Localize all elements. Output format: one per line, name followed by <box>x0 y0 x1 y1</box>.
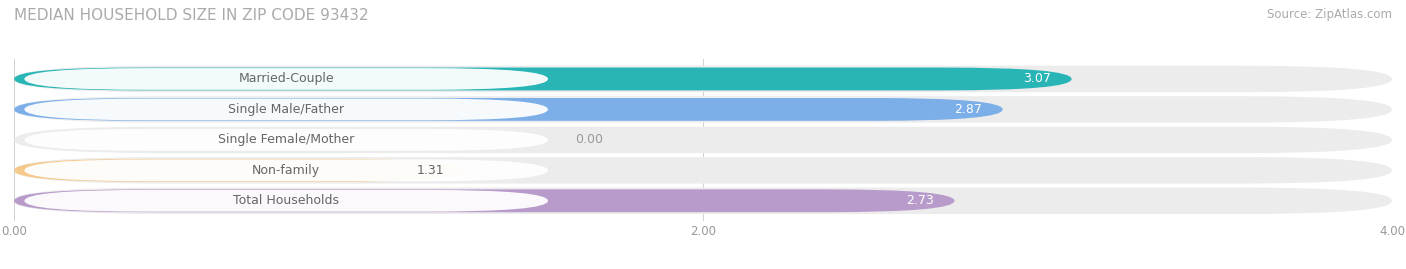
FancyBboxPatch shape <box>24 129 548 151</box>
Text: Non-family: Non-family <box>252 164 321 177</box>
FancyBboxPatch shape <box>24 68 548 90</box>
FancyBboxPatch shape <box>14 68 1071 90</box>
Text: Total Households: Total Households <box>233 194 339 207</box>
Text: Single Male/Father: Single Male/Father <box>228 103 344 116</box>
Text: 3.07: 3.07 <box>1024 72 1050 86</box>
FancyBboxPatch shape <box>24 190 548 212</box>
Text: 2.87: 2.87 <box>955 103 981 116</box>
FancyBboxPatch shape <box>14 189 955 212</box>
Text: Single Female/Mother: Single Female/Mother <box>218 133 354 146</box>
FancyBboxPatch shape <box>24 98 548 120</box>
FancyBboxPatch shape <box>14 157 1392 183</box>
FancyBboxPatch shape <box>14 187 1392 214</box>
Text: Source: ZipAtlas.com: Source: ZipAtlas.com <box>1267 8 1392 21</box>
FancyBboxPatch shape <box>14 66 1392 92</box>
Text: 1.31: 1.31 <box>418 164 444 177</box>
Text: 2.73: 2.73 <box>905 194 934 207</box>
FancyBboxPatch shape <box>14 98 1002 121</box>
FancyBboxPatch shape <box>14 159 465 182</box>
FancyBboxPatch shape <box>14 96 1392 123</box>
Text: Married-Couple: Married-Couple <box>239 72 335 86</box>
FancyBboxPatch shape <box>14 127 1392 153</box>
Text: 0.00: 0.00 <box>575 133 603 146</box>
Text: MEDIAN HOUSEHOLD SIZE IN ZIP CODE 93432: MEDIAN HOUSEHOLD SIZE IN ZIP CODE 93432 <box>14 8 368 23</box>
FancyBboxPatch shape <box>24 160 548 181</box>
